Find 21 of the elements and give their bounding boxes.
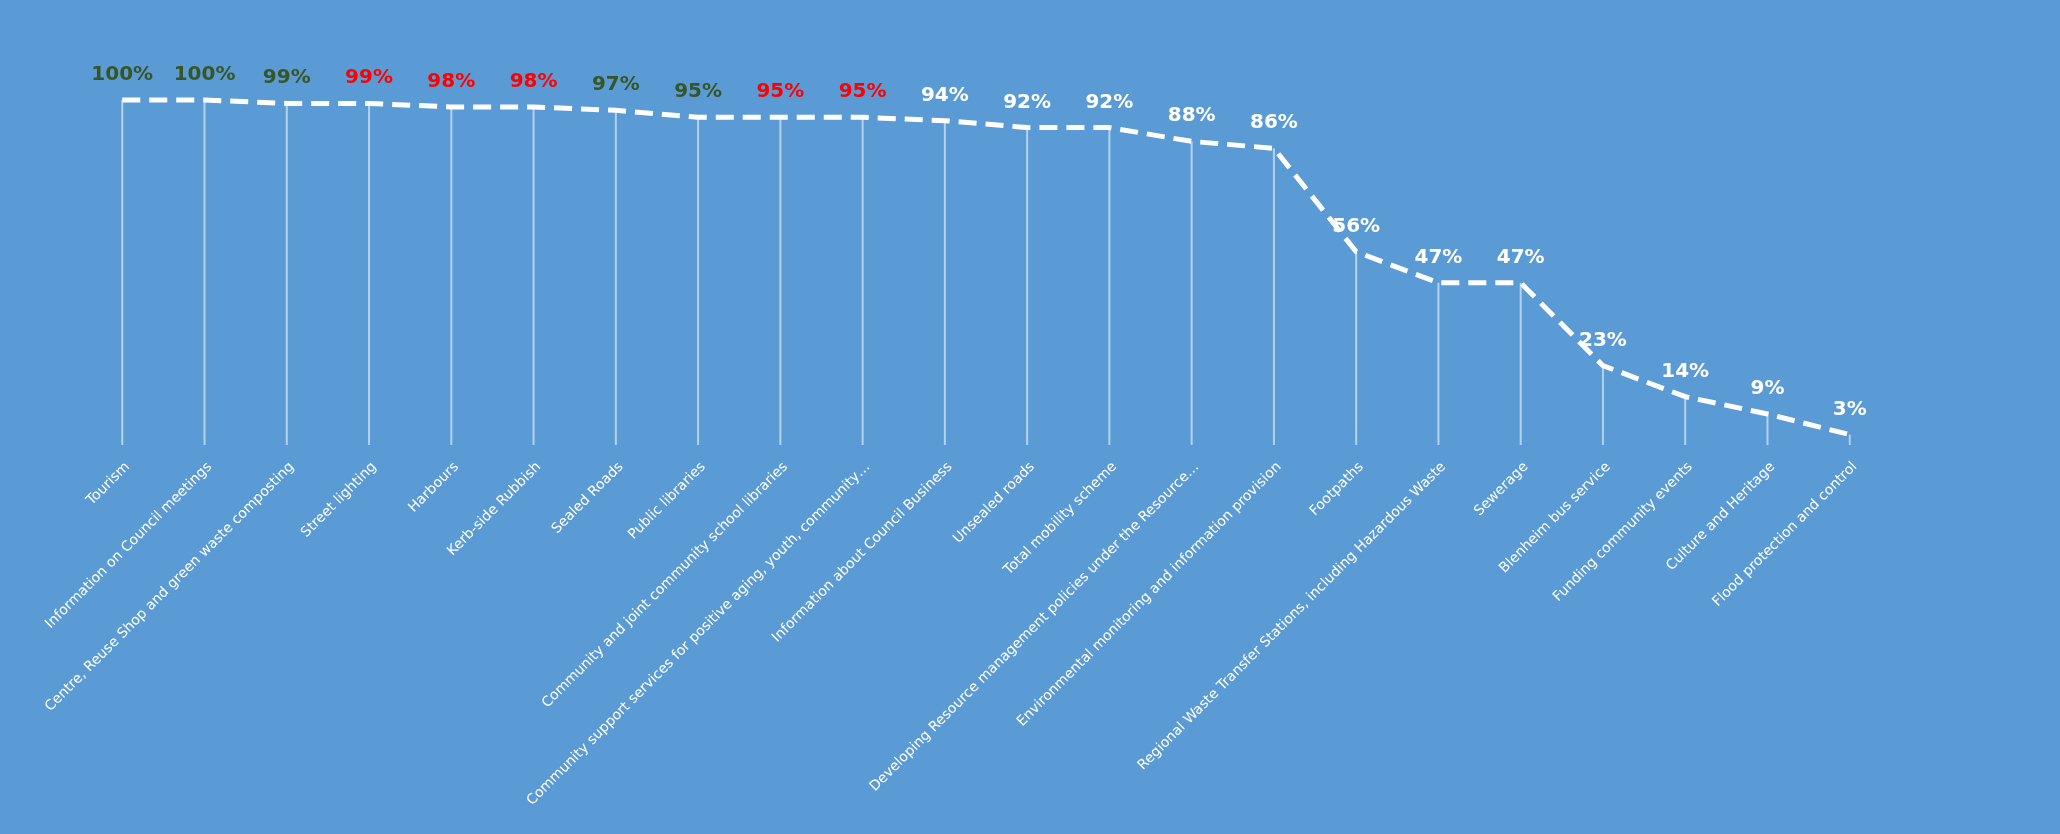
data-label: 94% xyxy=(920,81,969,106)
data-label: 86% xyxy=(1249,109,1298,134)
data-label: 92% xyxy=(1085,88,1134,113)
data-label: 47% xyxy=(1414,243,1463,268)
data-label: 100% xyxy=(173,61,236,85)
data-label: 3% xyxy=(1832,395,1867,420)
data-label: 99% xyxy=(262,64,311,89)
data-label: 14% xyxy=(1661,357,1710,382)
data-label: 9% xyxy=(1750,374,1785,399)
data-label: 92% xyxy=(1003,88,1052,113)
data-label: 98% xyxy=(427,67,476,92)
data-label: 47% xyxy=(1496,243,1545,268)
data-label: 98% xyxy=(509,67,558,92)
data-label: 95% xyxy=(756,78,805,103)
data-label: 100% xyxy=(91,61,154,85)
data-label: 95% xyxy=(838,78,887,103)
data-label: 23% xyxy=(1579,326,1627,351)
data-label: 97% xyxy=(591,71,640,96)
data-label: 99% xyxy=(345,64,393,89)
data-label: 88% xyxy=(1167,102,1216,127)
data-label: 95% xyxy=(674,78,723,103)
